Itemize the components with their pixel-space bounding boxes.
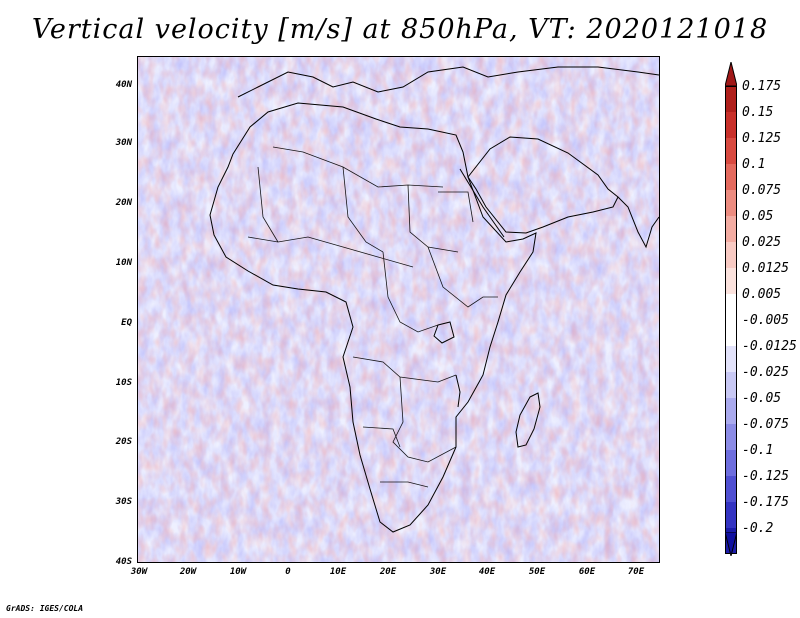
x-tick-20w: 20W xyxy=(179,567,197,577)
india-coastline xyxy=(617,196,659,249)
coastlines xyxy=(209,66,659,533)
lake-malawi xyxy=(455,374,461,408)
arabia-coastline xyxy=(467,136,619,234)
y-tick-eq: EQ xyxy=(121,318,132,328)
colorbar-label: 0.175 xyxy=(742,79,782,94)
colorbar-label: -0.2 xyxy=(742,521,774,536)
colorbar-swatch xyxy=(725,320,737,346)
colorbar-swatch xyxy=(725,450,737,476)
colorbar-swatch xyxy=(725,112,737,138)
colorbar-label: -0.0125 xyxy=(742,339,797,354)
updraft-field xyxy=(138,57,659,562)
colorbar-label: 0.0125 xyxy=(742,261,789,276)
x-tick-70e: 70E xyxy=(627,567,645,577)
colorbar-label: 0.025 xyxy=(742,235,782,250)
europe-coastline xyxy=(237,66,659,98)
colorbar-label: 0.075 xyxy=(742,183,782,198)
credit-text: GrADS: IGES/COLA xyxy=(6,604,84,613)
x-tick-10e: 10E xyxy=(329,567,347,577)
x-tick-0: 0 xyxy=(285,567,291,577)
colorbar-swatch xyxy=(725,242,737,268)
africa-coastline xyxy=(209,102,537,533)
colorbar-label: 0.125 xyxy=(742,131,782,146)
colorbar-swatch xyxy=(725,502,737,528)
y-tick-20n: 20N xyxy=(115,198,132,208)
colorbar-label: 0.15 xyxy=(742,105,774,120)
colorbar-label: -0.075 xyxy=(742,417,789,432)
colorbar-swatch xyxy=(725,216,737,242)
y-tick-10n: 10N xyxy=(115,258,132,268)
chart-title: Vertical velocity [m/s] at 850hPa, VT: 2… xyxy=(31,14,769,45)
country-borders xyxy=(247,146,498,488)
y-tick-40s: 40S xyxy=(115,557,132,567)
colorbar-label: 0.1 xyxy=(742,157,766,172)
colorbar-swatch xyxy=(725,190,737,216)
x-tick-30e: 30E xyxy=(429,567,447,577)
red-sea xyxy=(459,168,505,238)
colorbar-top-arrow xyxy=(725,62,737,86)
colorbar-swatch xyxy=(725,346,737,372)
colorbar-label: -0.05 xyxy=(742,391,782,406)
colorbar-swatch xyxy=(725,398,737,424)
y-tick-10s: 10S xyxy=(115,378,132,388)
colorbar-swatch xyxy=(725,424,737,450)
colorbar-swatch xyxy=(725,476,737,502)
colorbar-swatch xyxy=(725,294,737,320)
colorbar-label: -0.005 xyxy=(742,313,789,328)
x-tick-50e: 50E xyxy=(528,567,546,577)
colorbar-label: 0.005 xyxy=(742,287,782,302)
colorbar-swatch xyxy=(725,268,737,294)
x-tick-30w: 30W xyxy=(130,567,148,577)
colorbar-swatch xyxy=(725,164,737,190)
x-tick-20e: 20E xyxy=(379,567,397,577)
colorbar-label: -0.125 xyxy=(742,469,789,484)
y-tick-40n: 40N xyxy=(115,80,132,90)
y-tick-30n: 30N xyxy=(115,138,132,148)
colorbar-swatch xyxy=(725,138,737,164)
map-canvas xyxy=(138,57,659,562)
colorbar-swatch xyxy=(725,372,737,398)
x-tick-60e: 60E xyxy=(578,567,596,577)
y-tick-30s: 30S xyxy=(115,497,132,507)
x-tick-10w: 10W xyxy=(229,567,247,577)
colorbar-swatch xyxy=(725,86,737,112)
colorbar-label: 0.05 xyxy=(742,209,774,224)
lake-victoria xyxy=(433,321,455,344)
colorbar-label: -0.175 xyxy=(742,495,789,510)
y-tick-20s: 20S xyxy=(115,437,132,447)
madagascar-coastline xyxy=(515,392,541,448)
map-panel[interactable] xyxy=(137,56,660,563)
colorbar-label: -0.025 xyxy=(742,365,789,380)
colorbar-bottom-arrow xyxy=(725,532,737,556)
colorbar-label: -0.1 xyxy=(742,443,774,458)
x-tick-40e: 40E xyxy=(478,567,496,577)
